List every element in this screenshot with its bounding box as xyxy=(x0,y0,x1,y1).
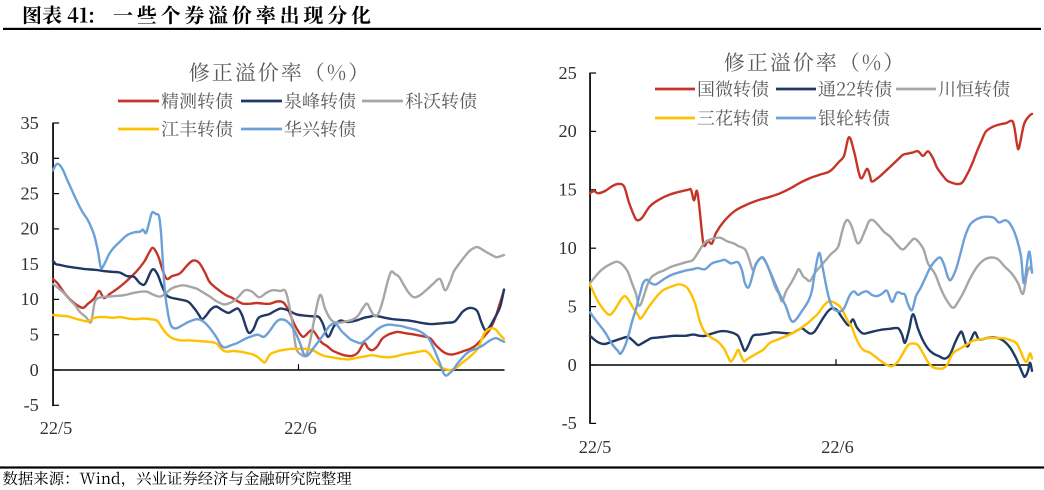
svg-text:25: 25 xyxy=(21,183,39,203)
svg-text:10: 10 xyxy=(21,289,39,309)
svg-text:22/6: 22/6 xyxy=(284,418,317,438)
svg-text:25: 25 xyxy=(559,63,577,83)
svg-text:22/5: 22/5 xyxy=(579,437,612,457)
svg-text:20: 20 xyxy=(559,121,577,141)
svg-text:22/6: 22/6 xyxy=(821,437,854,457)
svg-text:22/5: 22/5 xyxy=(40,418,73,438)
svg-text:15: 15 xyxy=(21,254,39,274)
svg-text:15: 15 xyxy=(559,180,577,200)
svg-text:5: 5 xyxy=(30,325,39,345)
svg-text:0: 0 xyxy=(568,355,577,375)
svg-text:20: 20 xyxy=(21,219,39,239)
svg-text:-5: -5 xyxy=(24,395,39,415)
svg-text:5: 5 xyxy=(568,296,577,316)
svg-text:35: 35 xyxy=(21,113,39,133)
svg-text:-5: -5 xyxy=(562,413,577,433)
svg-text:10: 10 xyxy=(559,238,577,258)
svg-text:0: 0 xyxy=(30,360,39,380)
svg-text:30: 30 xyxy=(21,148,39,168)
